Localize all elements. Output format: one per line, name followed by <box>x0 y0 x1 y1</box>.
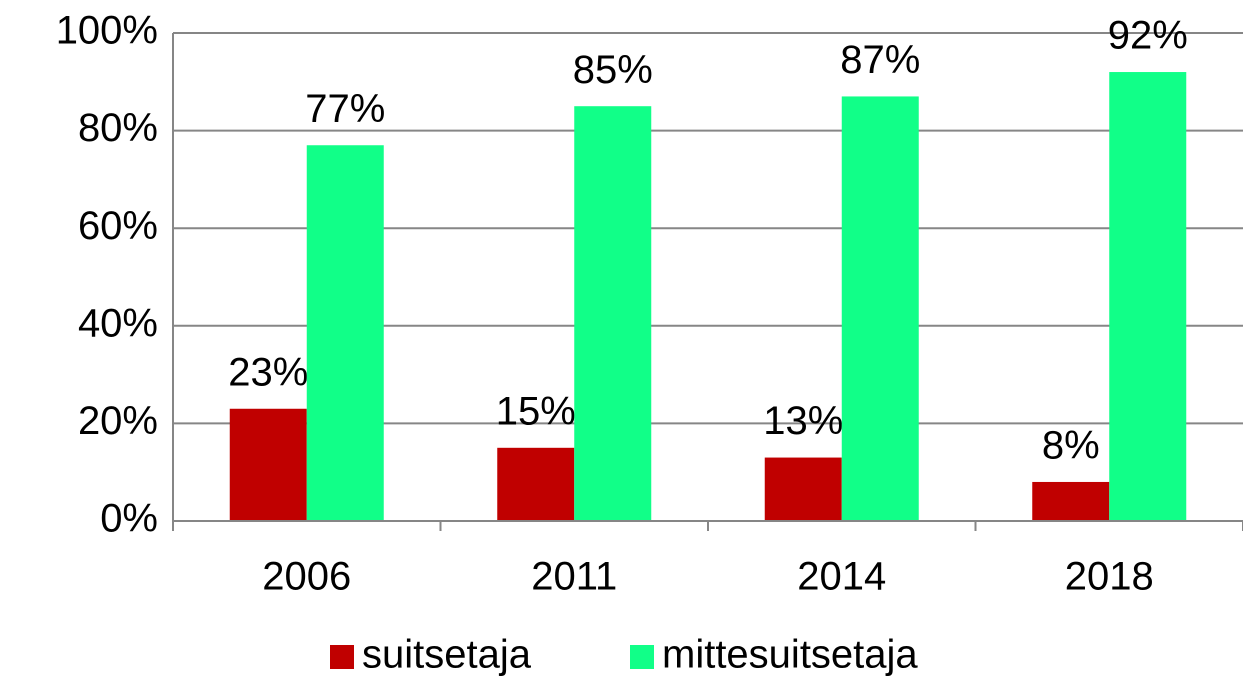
data-label: 23% <box>228 350 308 394</box>
y-tick-label: 20% <box>78 399 158 443</box>
data-label: 92% <box>1108 14 1188 58</box>
x-tick-label: 2014 <box>797 555 886 599</box>
bar <box>306 145 384 522</box>
legend-swatch <box>330 645 354 669</box>
data-label: 77% <box>305 87 385 131</box>
x-tick-label: 2006 <box>262 555 351 599</box>
bar <box>1109 72 1187 521</box>
bar <box>497 447 575 521</box>
legend-swatch <box>630 645 654 669</box>
data-label: 13% <box>763 399 843 443</box>
y-tick-label: 100% <box>56 9 158 53</box>
data-label: 87% <box>840 38 920 82</box>
y-tick-label: 0% <box>100 497 158 541</box>
bar <box>764 457 842 521</box>
x-tick-label: 2018 <box>1065 555 1154 599</box>
data-label: 15% <box>496 389 576 433</box>
data-label: 8% <box>1042 424 1100 468</box>
y-tick-label: 60% <box>78 204 158 248</box>
bar <box>841 96 919 521</box>
bar <box>574 106 652 521</box>
y-tick-label: 40% <box>78 301 158 345</box>
x-tick-label: 2011 <box>531 555 617 599</box>
y-tick-label: 80% <box>78 106 158 150</box>
bar <box>1032 481 1110 521</box>
legend-label: mittesuitsetaja <box>662 633 918 677</box>
bar <box>229 408 307 521</box>
legend-label: suitsetaja <box>362 633 532 677</box>
data-label: 85% <box>573 48 653 92</box>
